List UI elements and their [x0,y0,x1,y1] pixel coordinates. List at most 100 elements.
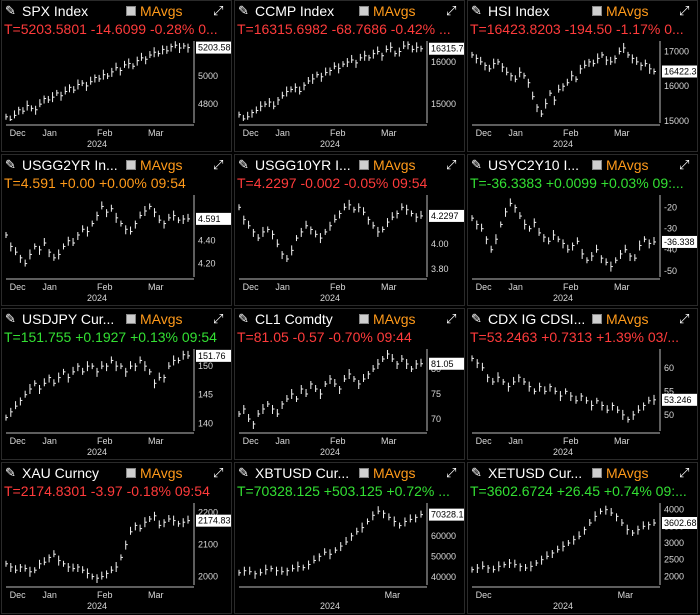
pencil-icon[interactable]: ✎ [238,157,249,172]
last-price-tag [196,212,231,225]
chart-panel[interactable]: ✎ CDX IG CDSI... MAvgs ⤢ T=53.2463 +0.7313 +… [467,308,698,460]
pencil-icon[interactable]: ✎ [471,311,482,326]
security-title[interactable]: XBTUSD Cur... [255,465,350,481]
mavgs-label[interactable]: MAvgs [606,465,649,481]
expand-icon[interactable]: ⤢ [213,465,224,480]
price-chart[interactable]: 400035003000250020003602.685DecMar2024 [468,499,697,613]
mavgs-label[interactable]: MAvgs [373,3,416,19]
mavgs-checkbox[interactable] [359,468,369,478]
security-title[interactable]: CCMP Index [255,3,335,19]
security-title[interactable]: USYC2Y10 I... [488,157,580,173]
mavgs-label[interactable]: MAvgs [140,3,183,19]
panel-header: ✎ CDX IG CDSI... MAvgs ⤢ [468,309,697,329]
price-chart[interactable]: 16000 15000 16315.70 Dec Jan Feb Mar 2024 [235,37,464,151]
mavgs-checkbox[interactable] [359,160,369,170]
last-price-tag [662,393,697,406]
mavgs-label[interactable]: MAvgs [373,311,416,327]
x-tick-label: Dec [243,436,260,446]
price-chart[interactable]: 2200 2100 2000 2174.83 Dec Jan Feb Mar 2024 [2,499,231,613]
chart-panel[interactable]: ✎ XAU Curncy MAvgs ⤢ T=2174.8301 -3.97 -0.18… [1,462,232,614]
last-price-tag [196,349,231,362]
mavgs-label[interactable]: MAvgs [140,311,183,327]
chart-panel[interactable]: ✎ SPX Index MAvgs ⤢ T=5203.5801 -14.6099 -0.… [1,0,232,152]
pencil-icon[interactable]: ✎ [5,157,16,172]
price-chart[interactable]: 4.40 4.20 4.591 Dec Jan Feb Mar 2024 [2,191,231,305]
mavgs-checkbox[interactable] [592,468,602,478]
security-title[interactable]: SPX Index [22,3,89,19]
mavgs-label[interactable]: MAvgs [606,157,649,173]
security-title[interactable]: CL1 Comdty [255,311,333,327]
mavgs-label[interactable]: MAvgs [140,157,183,173]
panel-header: ✎ USDJPY Cur... MAvgs ⤢ [2,309,231,329]
expand-icon[interactable]: ⤢ [446,311,457,326]
y-tick-label: 2500 [664,555,684,565]
price-chart[interactable]: 4.00 3.80 4.2297 Dec Jan Feb Mar 2024 [235,191,464,305]
price-chart[interactable]: 7000060000500004000070328.12Mar2024 [235,499,464,613]
mavgs-label[interactable]: MAvgs [606,3,649,19]
expand-icon[interactable]: ⤢ [213,311,224,326]
price-chart[interactable]: 5000 4800 5203.58 Dec Jan Feb Mar 2024 [2,37,231,151]
mavgs-checkbox[interactable] [359,314,369,324]
x-tick-label: Feb [330,436,346,446]
expand-icon[interactable]: ⤢ [679,157,690,172]
security-title[interactable]: XETUSD Cur... [488,465,583,481]
expand-icon[interactable]: ⤢ [446,465,457,480]
last-price-label: 4.2297 [431,211,459,221]
security-title[interactable]: USGG10YR I... [255,157,351,173]
chart-panel[interactable]: ✎ CL1 Comdty MAvgs ⤢ T=81.05 -0.57 -0.70% 09… [234,308,465,460]
price-chart[interactable]: 60 55 50 53.246 Dec Jan Feb Mar 2024 [468,345,697,459]
pencil-icon[interactable]: ✎ [238,311,249,326]
mavgs-checkbox[interactable] [126,160,136,170]
pencil-icon[interactable]: ✎ [471,3,482,18]
expand-icon[interactable]: ⤢ [679,311,690,326]
mavgs-label[interactable]: MAvgs [373,465,416,481]
chart-panel[interactable]: ✎ USYC2Y10 I... MAvgs ⤢ T=-36.3383 +0.0099 +… [467,154,698,306]
security-title[interactable]: XAU Curncy [22,465,100,481]
pencil-icon[interactable]: ✎ [238,3,249,18]
mavgs-label[interactable]: MAvgs [373,157,416,173]
expand-icon[interactable]: ⤢ [213,157,224,172]
expand-icon[interactable]: ⤢ [679,465,690,480]
mavgs-label[interactable]: MAvgs [606,311,649,327]
mavgs-checkbox[interactable] [126,6,136,16]
chart-panel[interactable]: ✎ USGG10YR I... MAvgs ⤢ T=4.2297 -0.002 -0.0… [234,154,465,306]
price-chart[interactable]: -20 -30 -40 -50 -36.338 Dec Jan Feb Mar 2024 [468,191,697,305]
chart-panel[interactable]: ✎ USDJPY Cur... MAvgs ⤢ T=151.755 +0.1927 +0… [1,308,232,460]
security-title[interactable]: CDX IG CDSI... [488,311,586,327]
expand-icon[interactable]: ⤢ [679,3,690,18]
year-label: 2024 [320,447,340,457]
y-tick-label: 16000 [431,57,456,67]
x-tick-label: Jan [508,436,523,446]
pencil-icon[interactable]: ✎ [238,465,249,480]
mavgs-checkbox[interactable] [126,314,136,324]
chart-panel[interactable]: ✎ CCMP Index MAvgs ⤢ T=16315.6982 -68.7686 -… [234,0,465,152]
chart-panel[interactable]: ✎ XETUSD Cur... MAvgs ⤢ T=3602.6724 +26.45 +… [467,462,698,614]
panel-header: ✎ USGG2YR In... MAvgs ⤢ [2,155,231,175]
security-title[interactable]: HSI Index [488,3,550,19]
pencil-icon[interactable]: ✎ [5,465,16,480]
y-tick-label: 60 [664,363,674,373]
price-chart[interactable]: 150 145 140 151.76 Dec Jan Feb Mar 2024 [2,345,231,459]
pencil-icon[interactable]: ✎ [471,157,482,172]
mavgs-checkbox[interactable] [359,6,369,16]
security-title[interactable]: USDJPY Cur... [22,311,115,327]
mavgs-checkbox[interactable] [592,160,602,170]
chart-panel[interactable]: ✎ HSI Index MAvgs ⤢ T=16423.8203 -194.50 -1.… [467,0,698,152]
pencil-icon[interactable]: ✎ [471,465,482,480]
security-title[interactable]: USGG2YR In... [22,157,118,173]
expand-icon[interactable]: ⤢ [213,3,224,18]
mavgs-label[interactable]: MAvgs [140,465,183,481]
chart-panel[interactable]: ✎ XBTUSD Cur... MAvgs ⤢ T=70328.125 +503.125… [234,462,465,614]
quote-line: T=16423.8203 -194.50 -1.17% 0... [470,21,684,37]
mavgs-checkbox[interactable] [126,468,136,478]
pencil-icon[interactable]: ✎ [5,311,16,326]
x-tick-label: Feb [563,128,579,138]
pencil-icon[interactable]: ✎ [5,3,16,18]
price-chart[interactable]: 17000 16000 15000 16422.35 Dec Jan Feb Mar 2024 [468,37,697,151]
expand-icon[interactable]: ⤢ [446,3,457,18]
mavgs-checkbox[interactable] [592,6,602,16]
chart-panel[interactable]: ✎ USGG2YR In... MAvgs ⤢ T=4.591 +0.00 +0.00%… [1,154,232,306]
mavgs-checkbox[interactable] [592,314,602,324]
expand-icon[interactable]: ⤢ [446,157,457,172]
